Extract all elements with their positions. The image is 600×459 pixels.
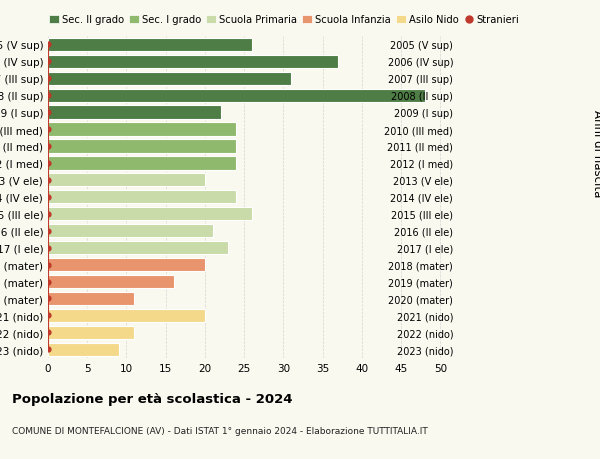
Bar [48,241,229,255]
Bar [48,90,425,102]
Text: COMUNE DI MONTEFALCIONE (AV) - Dati ISTAT 1° gennaio 2024 - Elaborazione TUTTITA: COMUNE DI MONTEFALCIONE (AV) - Dati ISTA… [12,426,428,435]
Bar [48,258,205,272]
Bar [48,343,119,356]
Bar [48,39,252,52]
Bar [48,157,236,170]
Bar [48,292,134,305]
Bar [48,140,236,153]
Bar [48,275,173,289]
Bar [48,326,134,339]
Bar [48,73,291,85]
Bar [48,224,213,238]
Bar [48,207,252,221]
Legend: Sec. II grado, Sec. I grado, Scuola Primaria, Scuola Infanzia, Asilo Nido, Stran: Sec. II grado, Sec. I grado, Scuola Prim… [49,15,520,25]
Text: Popolazione per età scolastica - 2024: Popolazione per età scolastica - 2024 [12,392,293,405]
Bar [48,56,338,69]
Bar [48,106,221,119]
Bar [48,309,205,322]
Bar [48,123,236,136]
Text: Anni di nascita: Anni di nascita [590,110,600,197]
Bar [48,174,205,187]
Bar [48,191,236,204]
